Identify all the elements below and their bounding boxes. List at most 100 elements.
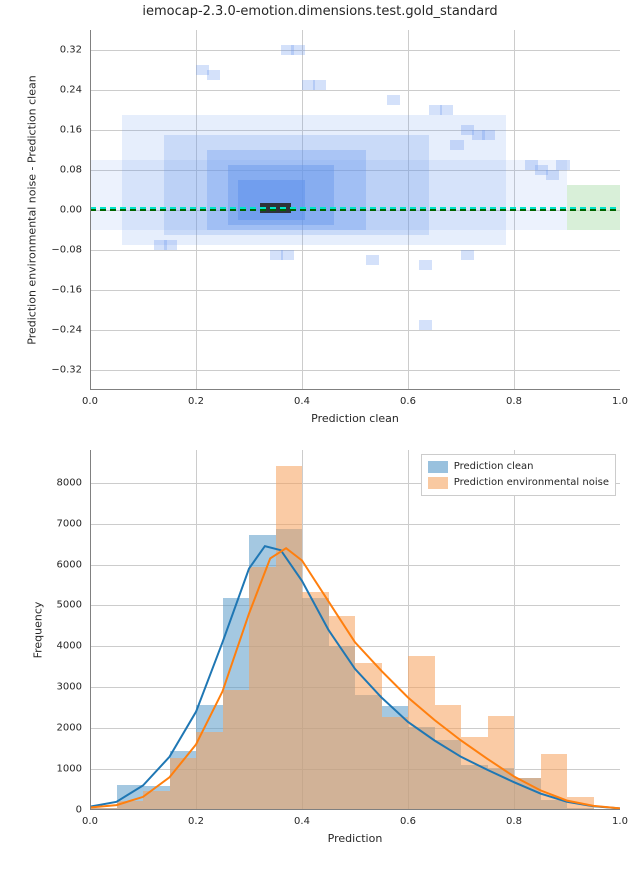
density-cell bbox=[554, 220, 567, 230]
density-cell bbox=[480, 115, 493, 125]
density-cell bbox=[90, 170, 103, 180]
density-cell bbox=[501, 220, 514, 230]
density-cell bbox=[215, 235, 228, 245]
ax1-xlabel: Prediction clean bbox=[311, 412, 399, 425]
density-cell bbox=[435, 180, 448, 190]
density-cell bbox=[223, 190, 236, 200]
density-cell bbox=[360, 115, 373, 125]
density-cell bbox=[170, 220, 183, 230]
ax2-xlabel: Prediction bbox=[328, 832, 383, 845]
density-cell bbox=[143, 180, 156, 190]
density-cell bbox=[215, 115, 228, 125]
density-cell bbox=[527, 190, 540, 200]
density-cell bbox=[514, 220, 527, 230]
density-cell bbox=[321, 235, 334, 245]
density-cell bbox=[440, 115, 453, 125]
bottom-plot-area bbox=[90, 450, 620, 810]
density-cell bbox=[514, 190, 527, 200]
density-cell bbox=[262, 180, 275, 190]
density-cell bbox=[183, 180, 196, 190]
density-cell bbox=[474, 190, 487, 200]
density-cell bbox=[294, 125, 307, 135]
density-cell bbox=[183, 160, 196, 170]
density-cell bbox=[236, 210, 249, 220]
xtick-label: 0.4 bbox=[294, 816, 310, 827]
density-cell bbox=[241, 125, 254, 135]
density-cell bbox=[321, 135, 334, 145]
density-cell bbox=[360, 145, 373, 155]
density-cell bbox=[387, 235, 400, 245]
density-cell bbox=[400, 145, 413, 155]
density-cell bbox=[466, 145, 479, 155]
density-cell bbox=[162, 135, 175, 145]
density-cell bbox=[408, 170, 421, 180]
density-cell bbox=[90, 160, 103, 170]
density-cell bbox=[461, 190, 474, 200]
legend-label: Prediction clean bbox=[454, 459, 534, 475]
density-cell bbox=[117, 190, 130, 200]
density-cell bbox=[143, 220, 156, 230]
ytick-label: 3000 bbox=[57, 682, 88, 693]
density-cell bbox=[347, 115, 360, 125]
density-cell bbox=[514, 170, 527, 180]
ytick-label: 2000 bbox=[57, 723, 88, 734]
legend: Prediction cleanPrediction environmental… bbox=[421, 454, 616, 496]
ax1-ylabel: Prediction environmental noise - Predict… bbox=[26, 75, 39, 344]
legend-swatch bbox=[428, 477, 448, 489]
density-cell bbox=[175, 135, 188, 145]
density-cell bbox=[461, 170, 474, 180]
density-cell bbox=[382, 160, 395, 170]
density-cell bbox=[387, 95, 400, 105]
density-cell bbox=[382, 220, 395, 230]
density-cell bbox=[307, 145, 320, 155]
density-cell bbox=[223, 160, 236, 170]
ytick-label: 0.24 bbox=[60, 85, 88, 96]
density-cell bbox=[117, 170, 130, 180]
density-cell bbox=[368, 190, 381, 200]
density-cell bbox=[342, 190, 355, 200]
density-cell bbox=[355, 180, 368, 190]
ytick-label: −0.32 bbox=[51, 365, 88, 376]
density-cell bbox=[90, 180, 103, 190]
density-cell bbox=[480, 235, 493, 245]
gridline-h bbox=[90, 90, 620, 91]
density-cell bbox=[249, 190, 262, 200]
density-cell bbox=[435, 190, 448, 200]
density-cell bbox=[249, 220, 262, 230]
density-cell bbox=[188, 235, 201, 245]
ytick-label: −0.16 bbox=[51, 285, 88, 296]
density-cell bbox=[321, 125, 334, 135]
density-cell bbox=[347, 235, 360, 245]
density-cell bbox=[302, 160, 315, 170]
ytick-label: −0.08 bbox=[51, 245, 88, 256]
xtick-label: 0.0 bbox=[82, 396, 98, 407]
density-cell bbox=[321, 115, 334, 125]
density-cell bbox=[368, 170, 381, 180]
density-cell bbox=[143, 160, 156, 170]
density-cell bbox=[400, 235, 413, 245]
density-cell bbox=[387, 135, 400, 145]
density-cell bbox=[196, 210, 209, 220]
density-cell bbox=[170, 170, 183, 180]
density-cell bbox=[254, 145, 267, 155]
legend-entry: Prediction clean bbox=[428, 459, 609, 475]
density-cell bbox=[268, 125, 281, 135]
density-cell bbox=[175, 115, 188, 125]
density-cell bbox=[342, 220, 355, 230]
density-cell bbox=[541, 220, 554, 230]
density-cell bbox=[374, 235, 387, 245]
density-cell bbox=[276, 190, 289, 200]
xtick-label: 0.2 bbox=[188, 396, 204, 407]
density-cell bbox=[148, 135, 161, 145]
density-cell bbox=[103, 210, 116, 220]
density-cell bbox=[461, 160, 474, 170]
density-cell bbox=[501, 160, 514, 170]
density-cell bbox=[435, 220, 448, 230]
density-cell bbox=[228, 125, 241, 135]
density-cell bbox=[408, 220, 421, 230]
density-cell bbox=[223, 170, 236, 180]
density-cell bbox=[122, 115, 135, 125]
density-cell bbox=[130, 220, 143, 230]
density-cell bbox=[117, 180, 130, 190]
xtick-label: 1.0 bbox=[612, 816, 628, 827]
